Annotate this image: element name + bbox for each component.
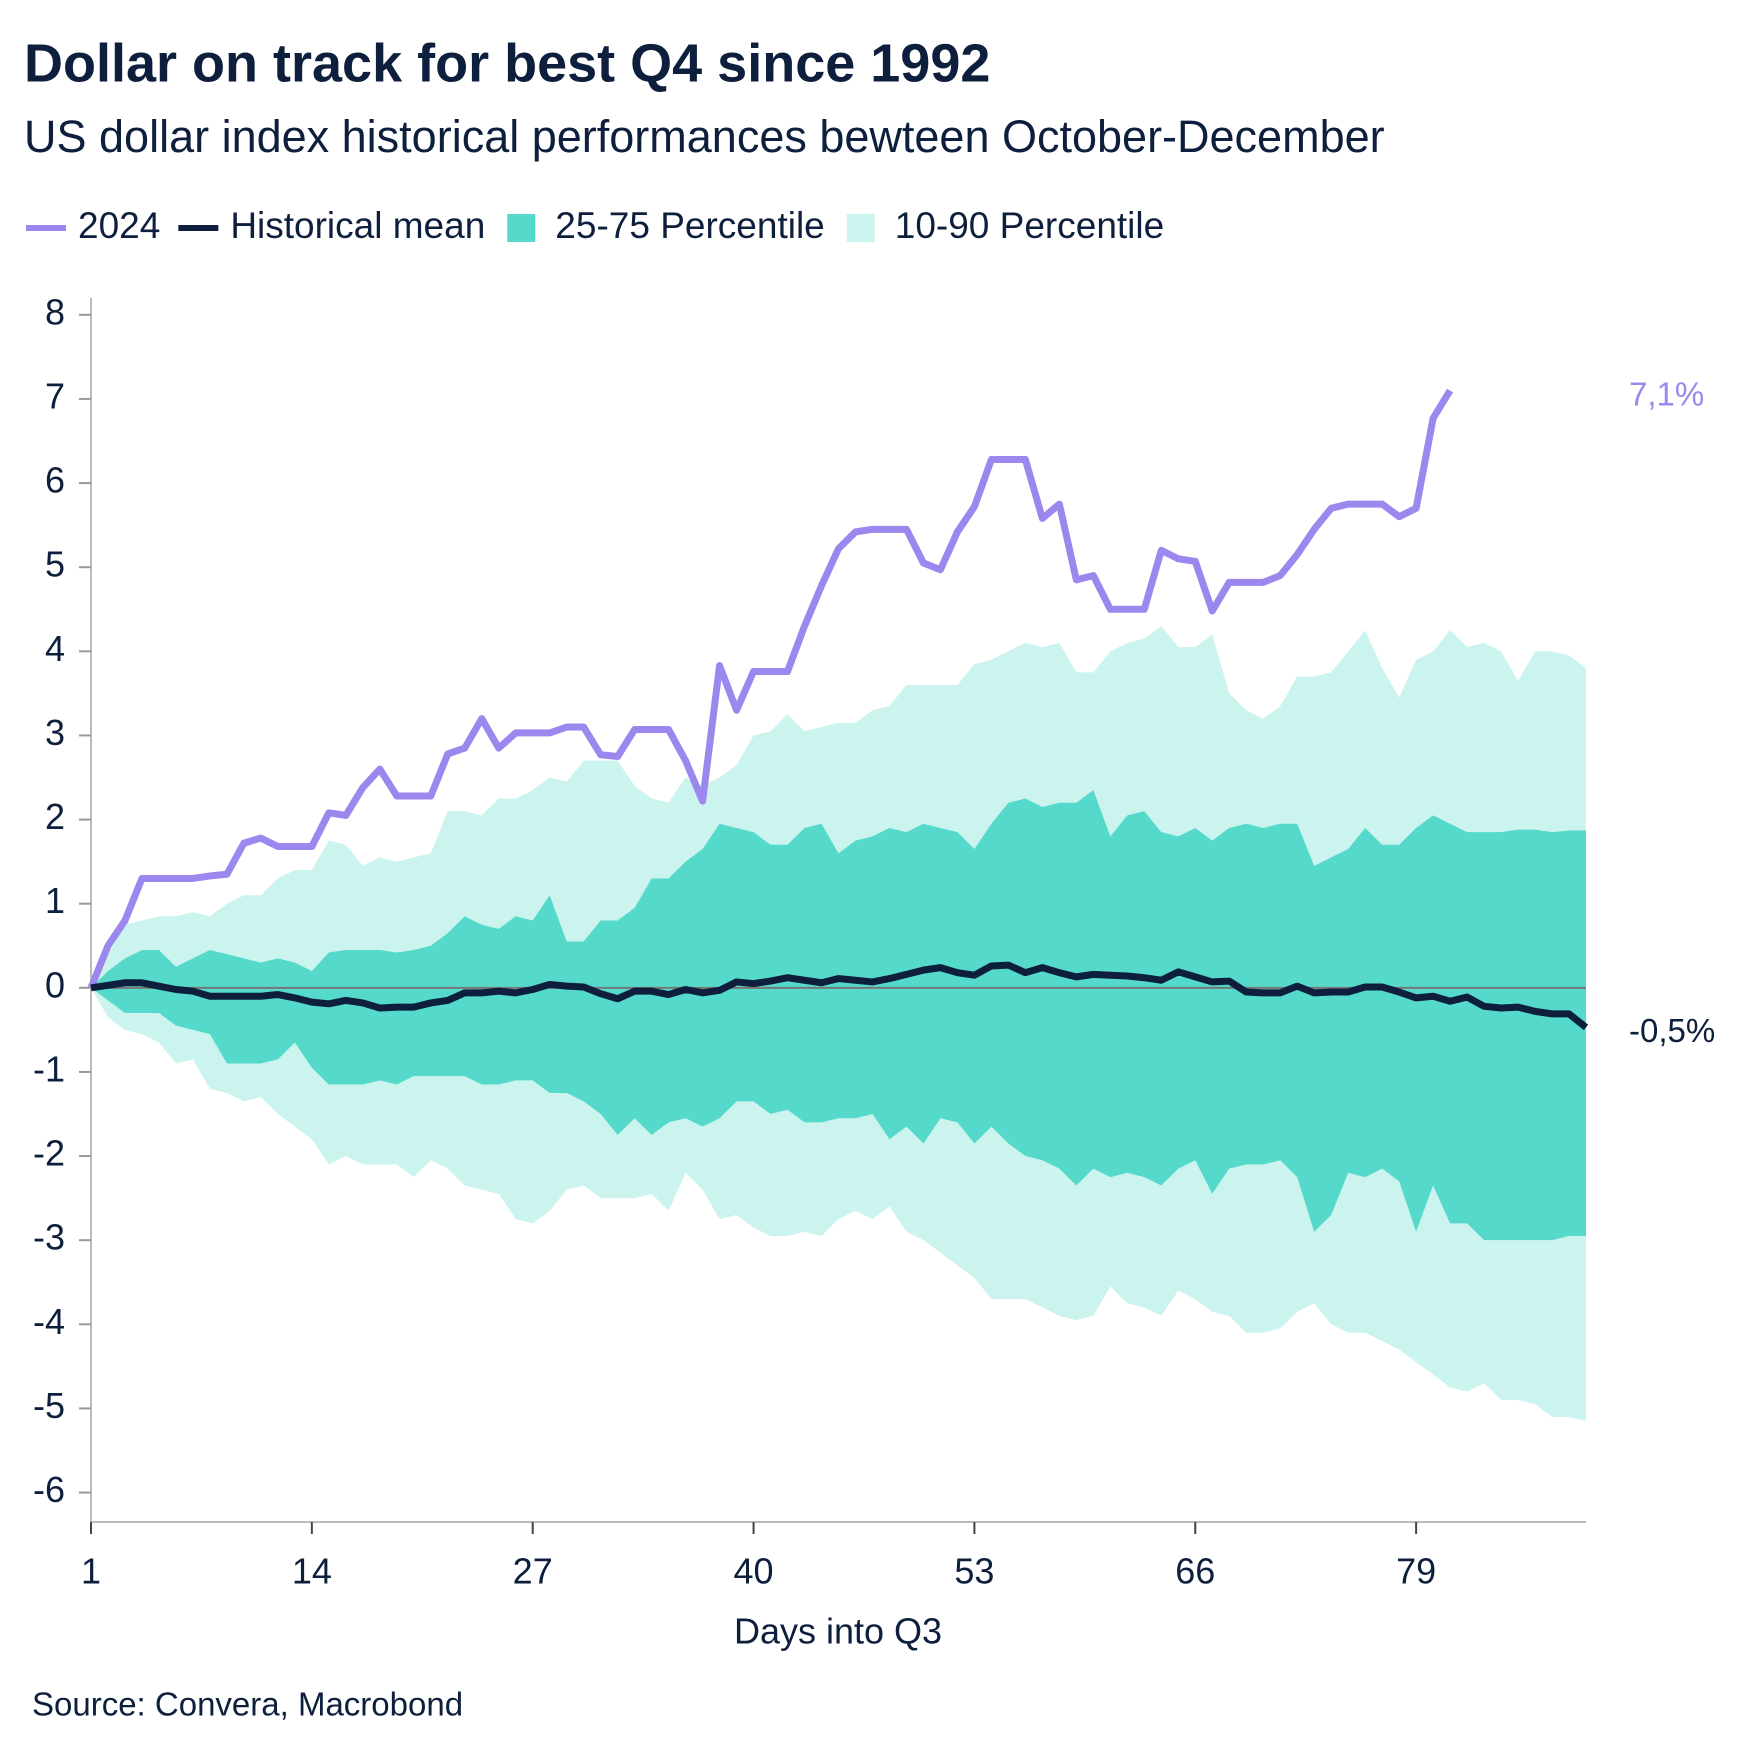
x-tick-label: 14 (292, 1551, 332, 1592)
y-tick-label: 7 (45, 375, 65, 416)
x-tick-label: 40 (734, 1551, 774, 1592)
y-tick-label: 0 (45, 964, 65, 1005)
y-tick-label: 8 (45, 291, 65, 332)
x-axis-label: Days into Q3 (734, 1611, 942, 1652)
chart-subtitle: US dollar index historical performances … (24, 111, 1385, 162)
legend-swatch (507, 214, 536, 242)
y-tick-label: 1 (45, 880, 65, 921)
legend-label: 10-90 Percentile (895, 205, 1164, 246)
percentile-band (91, 790, 1586, 1241)
y-tick-label: -4 (33, 1301, 65, 1342)
legend-label: 2024 (78, 205, 160, 246)
y-tick-label: -3 (33, 1217, 65, 1258)
y-tick-label: 3 (45, 712, 65, 753)
y-tick-label: -5 (33, 1385, 65, 1426)
legend-label: Historical mean (230, 205, 485, 246)
x-tick-label: 1 (81, 1551, 101, 1592)
source-note: Source: Convera, Macrobond (32, 1686, 463, 1723)
y-tick-label: 5 (45, 544, 65, 585)
y-tick-label: 6 (45, 460, 65, 501)
series-line (87, 388, 1454, 990)
chart-title: Dollar on track for best Q4 since 1992 (24, 33, 990, 93)
y-tick-label: -6 (33, 1469, 65, 1510)
legend-swatch (846, 214, 875, 242)
series-line (90, 961, 1589, 1031)
legend-label: 25-75 Percentile (555, 205, 824, 246)
x-tick-label: 79 (1396, 1551, 1436, 1592)
y-tick-label: 4 (45, 628, 65, 669)
y-tick-label: 2 (45, 796, 65, 837)
y-tick-label: -1 (33, 1048, 65, 1089)
end-label: -0,5% (1629, 1012, 1715, 1049)
x-tick-label: 53 (954, 1551, 994, 1592)
y-tick-label: -2 (33, 1133, 65, 1174)
x-tick-label: 66 (1175, 1551, 1215, 1592)
x-tick-label: 27 (513, 1551, 553, 1592)
end-label: 7,1% (1629, 375, 1704, 412)
